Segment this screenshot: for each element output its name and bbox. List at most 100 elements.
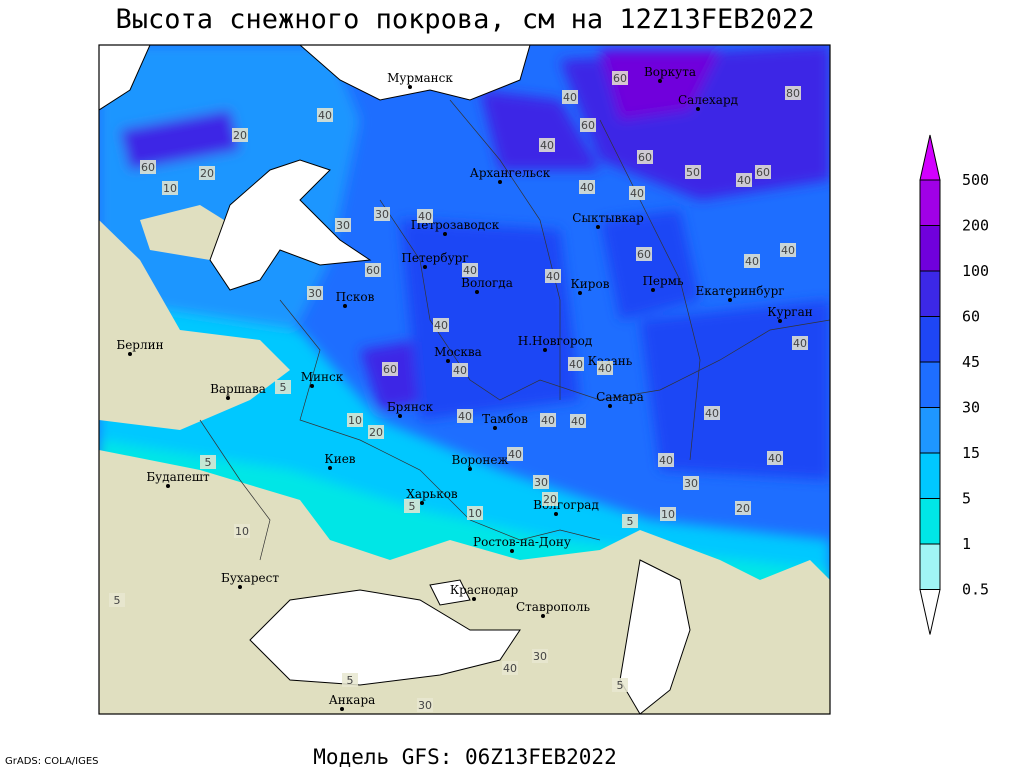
contour-label-box	[507, 447, 523, 461]
contour-label: 40	[768, 452, 782, 465]
contour-label: 40	[458, 410, 472, 423]
colorbar-box	[919, 179, 941, 226]
colorbar-label: 5	[962, 490, 971, 508]
contour-label: 60	[366, 264, 380, 277]
contour-label-box	[374, 207, 390, 221]
contour-labels: 40 20 60 10 20 60 40 60 40 60 50 40 60 80 40 40 40 30 30 60…	[109, 71, 808, 712]
contour-label-box	[736, 173, 752, 187]
city-dot	[238, 585, 242, 589]
city-label: Берлин	[116, 338, 163, 352]
contour-label: 40	[793, 337, 807, 350]
contour-label: 20	[369, 426, 383, 439]
contour-label-box	[234, 524, 250, 538]
city-dot	[596, 225, 600, 229]
city-dot	[443, 232, 447, 236]
contour-label: 40	[571, 415, 585, 428]
contour-label-box	[417, 698, 433, 712]
city-dot	[658, 79, 662, 83]
contour-label: 40	[318, 109, 332, 122]
contour-label: 20	[543, 493, 557, 506]
contour-label-box	[622, 514, 638, 528]
contour-label: 40	[463, 264, 477, 277]
colorbar-box	[919, 543, 941, 590]
city-label: Брянск	[387, 400, 434, 414]
contour-label-box	[629, 186, 645, 200]
contour-label-box	[612, 71, 628, 85]
contour-label-box	[365, 263, 381, 277]
colorbar: 500 200 100 60 45 30 15 5 1 0.5	[919, 134, 989, 635]
colorbar-label: 15	[962, 444, 980, 462]
city-dot	[493, 426, 497, 430]
contour-label: 5	[114, 594, 121, 607]
contour-label-box	[612, 678, 628, 692]
contour-label: 10	[163, 182, 177, 195]
city-dot	[446, 359, 450, 363]
city-label: Будапешт	[146, 470, 210, 484]
contour-label: 60	[613, 72, 627, 85]
contour-label: 10	[235, 525, 249, 538]
city-dot	[554, 512, 558, 516]
contour-label-box	[140, 160, 156, 174]
contour-label: 20	[233, 129, 247, 142]
map-frame	[98, 44, 831, 715]
city-dot	[420, 501, 424, 505]
city-label: Бухарест	[221, 571, 279, 585]
contour-label-box	[368, 425, 384, 439]
contour-label-box	[704, 406, 720, 420]
city-label: Москва	[434, 345, 482, 359]
contour-label: 5	[280, 381, 287, 394]
city-label: Пермь	[642, 274, 684, 288]
colorbar-label: 30	[962, 399, 980, 417]
colorbar-label: 500	[962, 171, 989, 189]
contour-label-box	[636, 247, 652, 261]
contour-label-box	[579, 180, 595, 194]
contour-label: 30	[308, 287, 322, 300]
city-label: Сыктывкар	[572, 211, 644, 225]
contour-label-box	[767, 451, 783, 465]
city-label: Вологда	[461, 276, 513, 290]
city-dot	[578, 291, 582, 295]
contour-label: 60	[141, 161, 155, 174]
contour-label: 40	[541, 414, 555, 427]
city-label: Минск	[301, 370, 344, 384]
city-dot	[541, 614, 545, 618]
city-label: Петербург	[401, 251, 468, 265]
contour-label: 40	[563, 91, 577, 104]
contour-label-box	[532, 649, 548, 663]
city-label: Ростов-на-Дону	[473, 535, 571, 549]
colorbar-label: 1	[962, 535, 971, 553]
city-dot	[408, 85, 412, 89]
contour-label-box	[404, 499, 420, 513]
colorbar-box	[919, 407, 941, 454]
contour-label: 40	[737, 174, 751, 187]
colorbar-box	[919, 270, 941, 317]
contour-label: 5	[627, 515, 634, 528]
city-dot	[608, 404, 612, 408]
contour-label: 40	[503, 662, 517, 675]
contour-label-box	[580, 118, 596, 132]
contour-label: 40	[540, 139, 554, 152]
contour-label-box	[568, 357, 584, 371]
contour-label: 60	[383, 363, 397, 376]
contour-label-box	[457, 409, 473, 423]
contour-label: 5	[617, 679, 624, 692]
contour-label-box	[232, 128, 248, 142]
contour-label: 30	[534, 476, 548, 489]
contour-label-box	[637, 150, 653, 164]
contour-label: 40	[434, 319, 448, 332]
contour-label-box	[539, 138, 555, 152]
city-label: Курган	[767, 305, 812, 319]
city-dot	[166, 484, 170, 488]
contour-label: 40	[705, 407, 719, 420]
city-label: Петрозаводск	[411, 218, 500, 232]
title: Высота снежного покрова, см на 12Z13FEB2…	[116, 4, 815, 35]
contour-label: 40	[453, 364, 467, 377]
contour-label-box	[275, 380, 291, 394]
contour-label-box	[755, 165, 771, 179]
city-dot	[696, 107, 700, 111]
city-dot	[472, 597, 476, 601]
contour-label: 40	[659, 454, 673, 467]
contour-label: 50	[686, 166, 700, 179]
contour-label: 40	[630, 187, 644, 200]
